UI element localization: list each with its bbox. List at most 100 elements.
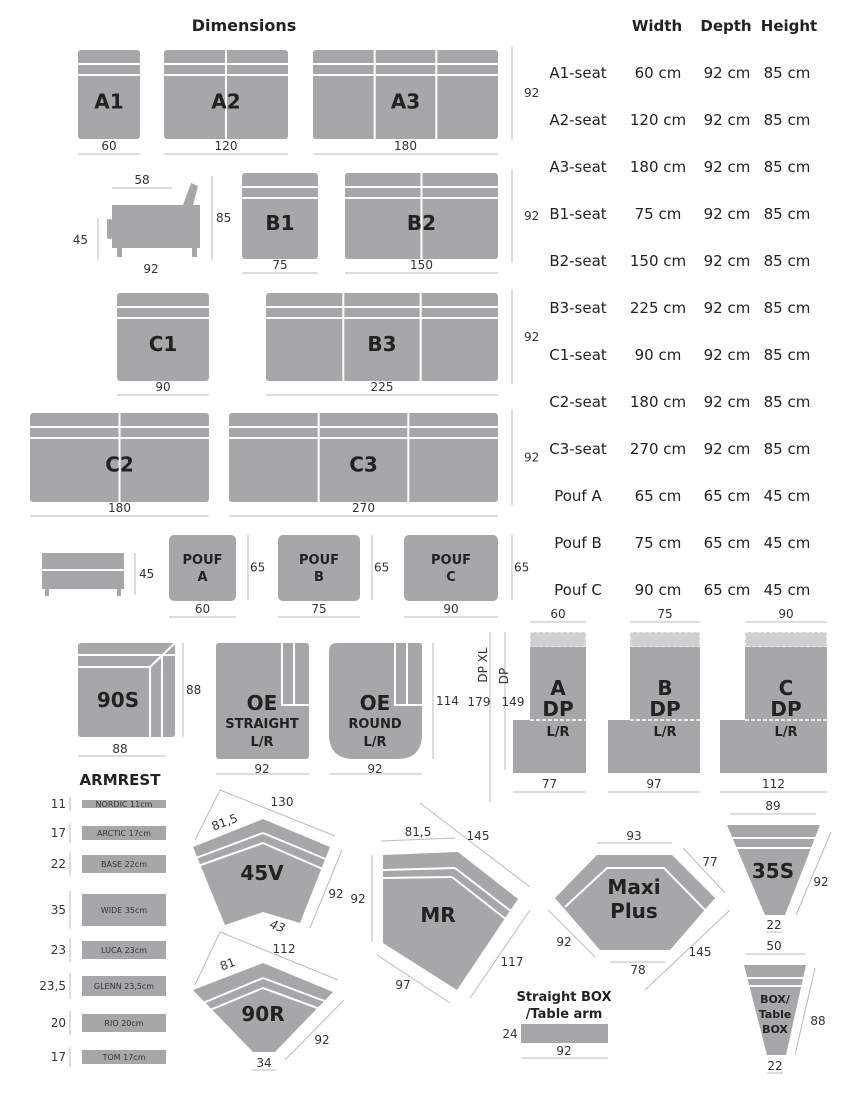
dimension-label: 92	[524, 451, 539, 465]
dimension-label: 92	[328, 887, 343, 901]
seam-line	[281, 643, 309, 706]
armrest-bar	[82, 826, 166, 840]
table-cell: 65 cm	[704, 581, 751, 599]
module-label: L/R	[250, 735, 273, 750]
table-cell: 75 cm	[635, 534, 682, 552]
armrest-bar	[82, 941, 166, 959]
module-poufB	[278, 535, 360, 601]
dimension-label: 24	[502, 1027, 517, 1041]
dimension-line	[380, 837, 456, 842]
dimension-label: 114	[436, 694, 459, 708]
module-label: B	[314, 570, 324, 585]
module-label: 90S	[97, 688, 139, 712]
table-cell: 65 cm	[704, 534, 751, 552]
module-poufC	[404, 535, 498, 601]
table-cell: 90 cm	[635, 581, 682, 599]
table-cell: 92 cm	[704, 346, 751, 364]
armrest-name: NORDIC 11cm	[96, 800, 153, 809]
dimension-label: 45	[139, 567, 154, 581]
seam-line	[451, 876, 508, 921]
table-cell: 85 cm	[764, 252, 811, 270]
dimension-label: 34	[256, 1056, 271, 1070]
dimension-label: 22	[767, 1059, 782, 1073]
module-label: C	[446, 570, 456, 585]
dimension-label: 145	[467, 829, 490, 843]
table-cell: 92 cm	[704, 158, 751, 176]
table-row-name: C2-seat	[549, 393, 607, 411]
dimension-line	[194, 931, 221, 986]
module-label: B	[657, 676, 672, 700]
side-view-leg	[192, 248, 197, 257]
table-cell: 65 cm	[704, 487, 751, 505]
dimension-label: 180	[108, 501, 131, 515]
seam-line	[149, 642, 176, 668]
table-cell: 180 cm	[630, 158, 686, 176]
dimension-line	[194, 789, 221, 841]
module-label: BOX/	[760, 993, 791, 1006]
table-cell: 85 cm	[764, 205, 811, 223]
table-row-name: C3-seat	[549, 440, 607, 458]
dimension-label: 92	[524, 209, 539, 223]
dimension-label: 112	[762, 777, 785, 791]
dimension-line	[644, 909, 731, 991]
dimension-label: 90	[778, 607, 793, 621]
armrest-bar	[82, 855, 166, 873]
module-c3	[229, 413, 498, 502]
table-header: Height	[761, 17, 817, 35]
module-label: ROUND	[348, 717, 401, 732]
module-label: C	[779, 676, 794, 700]
seam-line	[382, 867, 456, 871]
dimension-label: 92	[367, 762, 382, 776]
table-cell: 180 cm	[630, 393, 686, 411]
module-label: C1	[149, 332, 178, 356]
pouf-leg	[117, 589, 121, 596]
module-dpA-base	[513, 720, 586, 773]
table-cell: 92 cm	[704, 64, 751, 82]
straight-box-title: Straight BOX	[516, 990, 611, 1005]
dimension-label: 75	[657, 607, 672, 621]
module-label: B2	[407, 211, 436, 235]
module-label: L/R	[363, 735, 386, 750]
module-dpB-top	[630, 647, 700, 720]
table-cell: 85 cm	[764, 299, 811, 317]
dimension-label: 92	[350, 892, 365, 906]
dimension-label: 120	[215, 139, 238, 153]
dimension-label: 60	[101, 139, 116, 153]
armrest-width: 23	[51, 943, 66, 957]
dimension-label: 85	[216, 211, 231, 225]
dimension-label: 88	[112, 742, 127, 756]
armrest-name: BASE 22cm	[101, 860, 147, 869]
dimension-label: 92	[314, 1033, 329, 1047]
table-row-name: B3-seat	[549, 299, 606, 317]
dimension-label: 88	[810, 1014, 825, 1028]
table-cell: 225 cm	[630, 299, 686, 317]
table-cell: 85 cm	[764, 346, 811, 364]
armrest-width: 17	[51, 1050, 66, 1064]
table-cell: 65 cm	[635, 487, 682, 505]
module-label: MR	[420, 903, 455, 927]
module-oe_straight	[216, 643, 309, 759]
dimension-label: 65	[374, 561, 389, 575]
dimension-label: 50	[766, 939, 781, 953]
module-label: A2	[211, 90, 240, 114]
armrest-bar	[82, 894, 166, 926]
seam-line	[454, 867, 513, 913]
table-cell: 120 cm	[630, 111, 686, 129]
table-cell: 150 cm	[630, 252, 686, 270]
module-a3	[313, 50, 498, 139]
armrest-width: 20	[51, 1016, 66, 1030]
dimension-label: 92	[143, 262, 158, 276]
armrest-bar	[82, 800, 166, 808]
dimension-line	[219, 789, 336, 837]
dimension-label: 225	[371, 380, 394, 394]
dimension-label: 97	[646, 777, 661, 791]
side-view-backrest	[183, 183, 198, 205]
straight-box-title: /Table arm	[526, 1007, 603, 1022]
module-90r	[193, 963, 333, 1052]
module-b1	[242, 173, 318, 259]
table-cell: 90 cm	[635, 346, 682, 364]
xl-extension	[744, 631, 828, 648]
module-label: A	[550, 676, 566, 700]
dimension-label: 60	[195, 602, 210, 616]
dimension-label: 89	[765, 799, 780, 813]
